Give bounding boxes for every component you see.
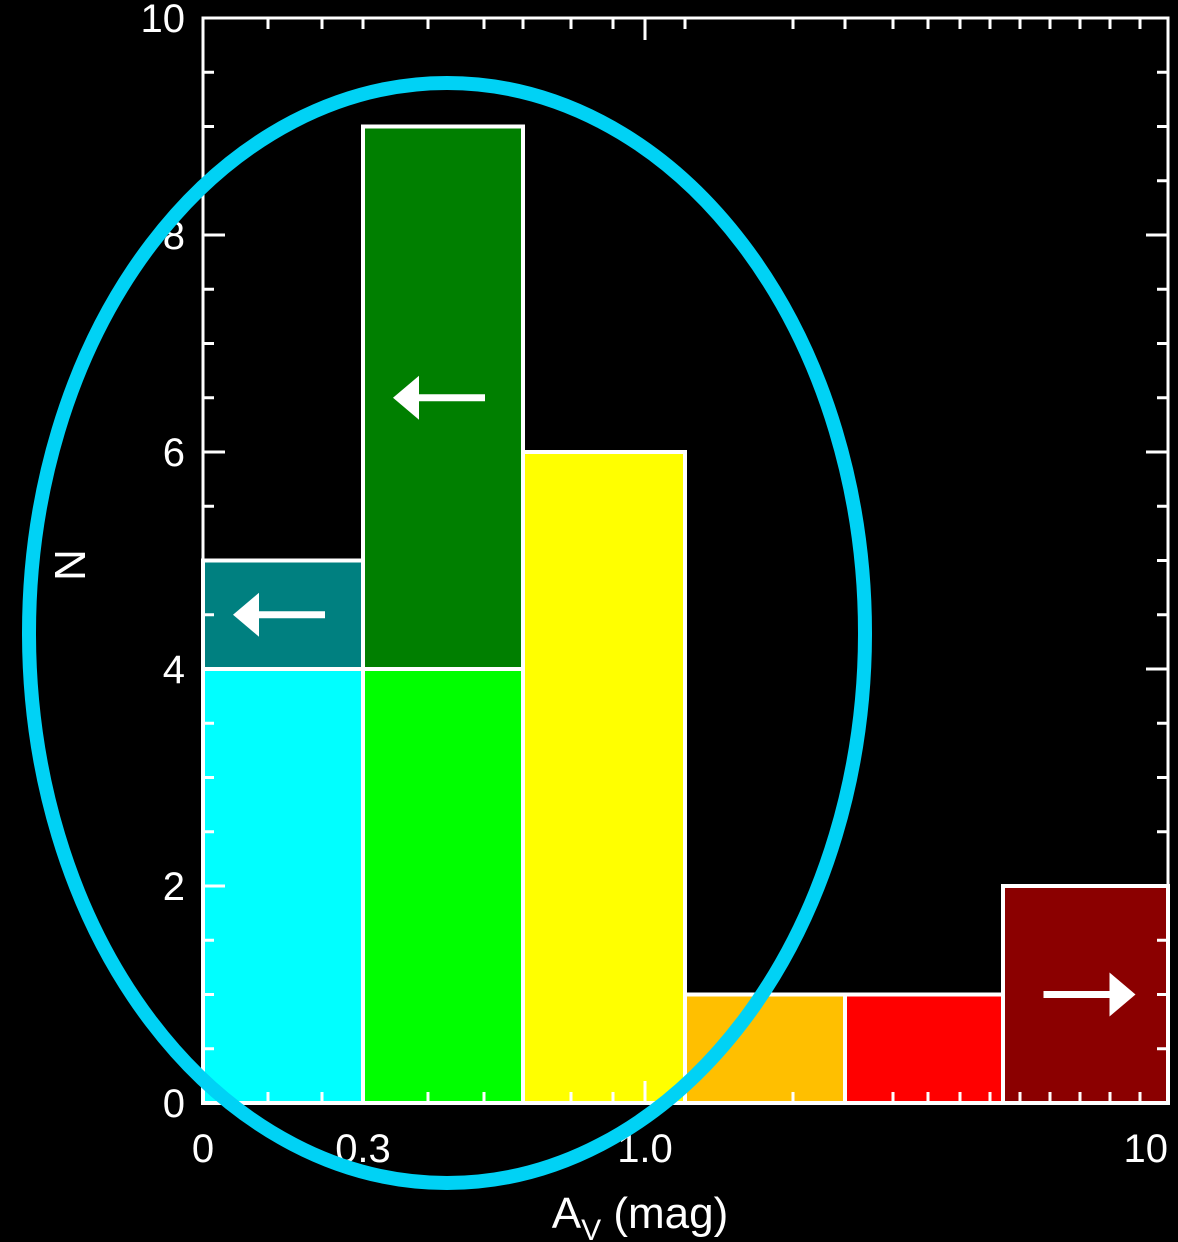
y-tick-label: 10 <box>141 0 186 41</box>
x-axis-title-subscript: V <box>581 1214 601 1242</box>
arrow-right-bin-5 <box>1043 972 1136 1017</box>
x-axis-title: AV (mag) <box>552 1189 729 1242</box>
bar-bin-3-segment-0 <box>683 992 847 1105</box>
x-tick-label: 10 <box>1124 1127 1169 1171</box>
highlight-ellipse <box>22 76 872 1190</box>
bar-bin-2-segment-0 <box>521 450 687 1105</box>
arrow-left-bin-0 <box>233 592 325 637</box>
bar-bin-4-segment-0 <box>843 992 1005 1105</box>
x-tick-label: 0 <box>192 1127 214 1171</box>
x-axis-title-unit: (mag) <box>601 1189 728 1238</box>
y-axis-title: N <box>45 549 94 581</box>
axis-ticks-group <box>201 16 1170 1105</box>
arrow-left-bin-1 <box>393 375 485 420</box>
bar-bin-0-segment-0 <box>201 667 365 1105</box>
y-tick-label: 4 <box>163 648 185 692</box>
y-tick-label: 6 <box>163 431 185 475</box>
limit-arrows-group <box>233 375 1136 1017</box>
y-tick-label: 2 <box>163 865 185 909</box>
x-axis-title-main: A <box>552 1189 582 1238</box>
y-tick-label: 0 <box>163 1082 185 1126</box>
x-tick-labels: 0 0.3 1.0 10 <box>192 1127 1168 1171</box>
bar-bin-1-segment-0 <box>361 667 525 1105</box>
